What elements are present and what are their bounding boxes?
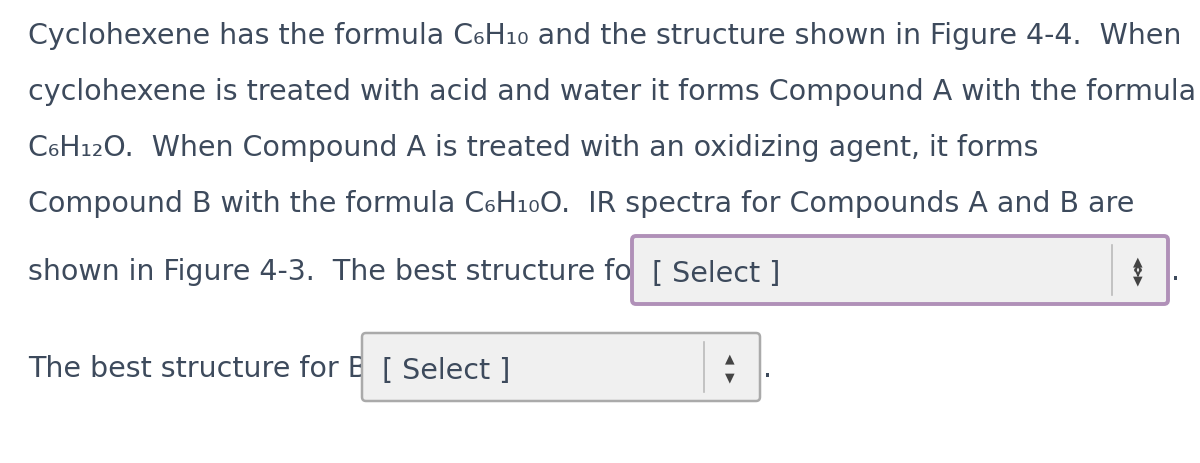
FancyBboxPatch shape (362, 333, 760, 401)
Text: .: . (763, 354, 772, 382)
Text: Compound B with the formula C₆H₁₀O.  IR spectra for Compounds A and B are: Compound B with the formula C₆H₁₀O. IR s… (28, 189, 1134, 218)
Text: ▼: ▼ (1133, 274, 1142, 287)
Text: [ Select ]: [ Select ] (382, 356, 510, 384)
Text: ▲: ▲ (1133, 255, 1142, 268)
Text: The best structure for B is: The best structure for B is (28, 354, 398, 382)
FancyBboxPatch shape (632, 237, 1168, 304)
Text: .: . (1171, 257, 1180, 285)
Text: [ Select ]: [ Select ] (652, 259, 780, 288)
Text: cyclohexene is treated with acid and water it forms Compound A with the formula: cyclohexene is treated with acid and wat… (28, 78, 1196, 106)
Text: C₆H₁₂O.  When Compound A is treated with an oxidizing agent, it forms: C₆H₁₂O. When Compound A is treated with … (28, 134, 1038, 162)
Text: ▼: ▼ (725, 370, 734, 383)
Text: ▲: ▲ (725, 351, 734, 364)
Text: shown in Figure 4-3.  The best structure for A is: shown in Figure 4-3. The best structure … (28, 257, 703, 285)
Text: Cyclohexene has the formula C₆H₁₀ and the structure shown in Figure 4-4.  When: Cyclohexene has the formula C₆H₁₀ and th… (28, 22, 1181, 50)
